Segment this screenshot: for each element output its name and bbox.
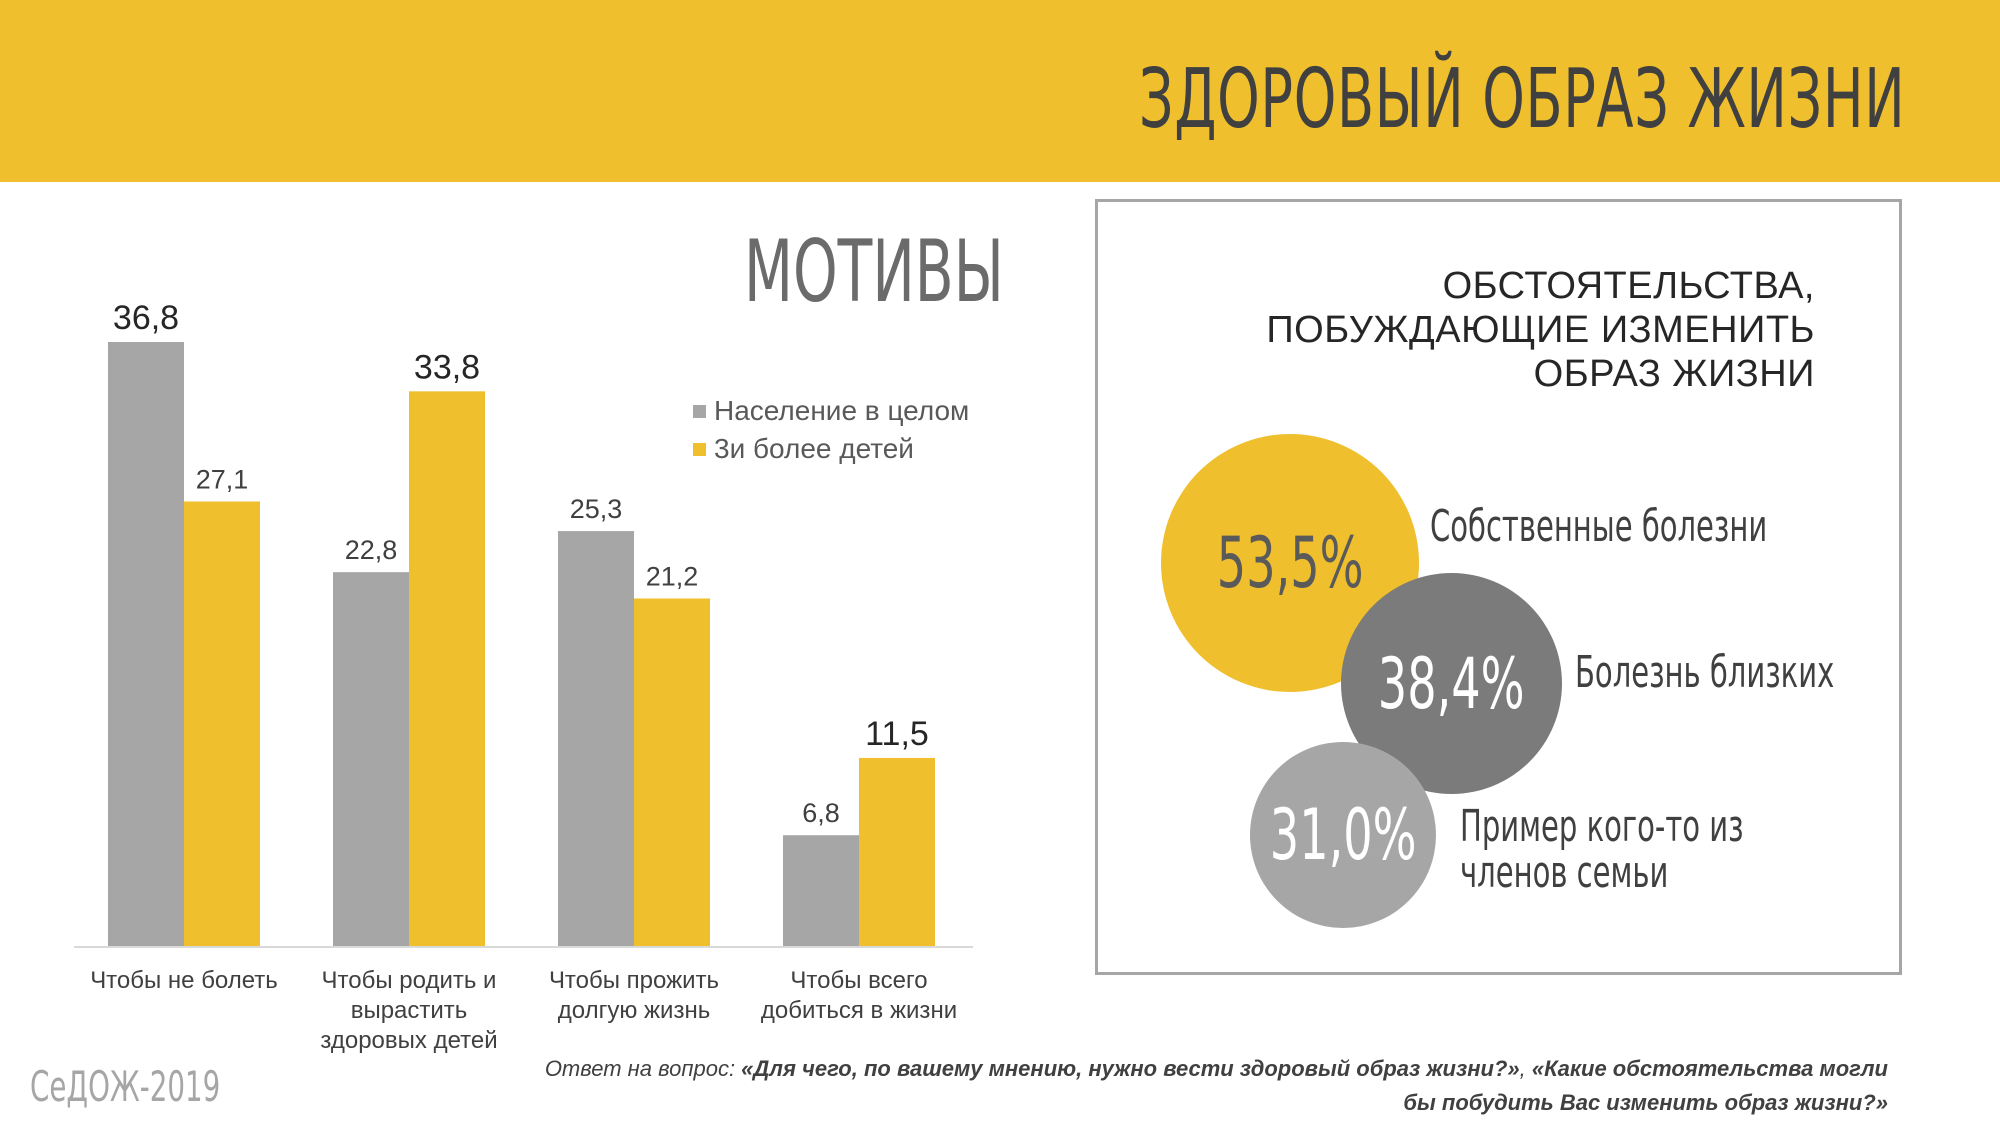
category-tick-label: долгую жизнь xyxy=(558,997,710,1024)
footnote-question-2: «Какие обстоятельства могли xyxy=(1531,1056,1888,1081)
chart-title: МОТИВЫ xyxy=(744,222,1004,322)
bubble-label: Собственные болезни xyxy=(1430,504,1767,550)
bar xyxy=(634,598,710,947)
bar-value-label: 6,8 xyxy=(802,798,840,828)
page-title: ЗДОРОВЫЙ ОБРАЗ ЖИЗНИ xyxy=(1138,52,1905,147)
category-tick-label: Чтобы не болеть xyxy=(90,967,278,994)
legend-swatch-three-children xyxy=(693,442,706,456)
category-tick-label: здоровых детей xyxy=(320,1027,497,1054)
legend-swatch-population xyxy=(693,404,706,418)
bubble-label: Пример кого-то из членов семьи xyxy=(1460,804,1744,896)
bubble-label-line: Болезнь близких xyxy=(1575,647,1835,698)
bar-value-label: 11,5 xyxy=(865,715,929,753)
circumstances-title: ОБСТОЯТЕЛЬСТВА, ПОБУЖДАЮЩИЕ ИЗМЕНИТЬ ОБР… xyxy=(1255,264,1815,396)
bar xyxy=(108,342,184,947)
bar xyxy=(859,757,935,947)
bar-value-label: 21,2 xyxy=(646,561,699,591)
bar-value-label: 36,8 xyxy=(113,299,179,337)
bubble-value: 53,5% xyxy=(1216,522,1364,604)
footnote: Ответ на вопрос: «Для чего, по вашему мн… xyxy=(468,1052,1888,1120)
category-tick-label: Чтобы прожить xyxy=(549,967,719,994)
circumstances-title-line: ОБРАЗ ЖИЗНИ xyxy=(1533,353,1815,395)
motives-bar-chart: 36,8 27,1 Чтобы не болеть 22,8 33,8 Чтобы род… xyxy=(74,299,973,1054)
bar xyxy=(558,531,634,947)
header-banner: ЗДОРОВЫЙ ОБРАЗ ЖИЗНИ xyxy=(0,0,2000,182)
circumstances-panel: ОБСТОЯТЕЛЬСТВА, ПОБУЖДАЮЩИЕ ИЗМЕНИТЬ ОБР… xyxy=(1095,199,1902,975)
bar xyxy=(409,391,485,947)
bubble-value: 38,4% xyxy=(1378,642,1525,725)
legend-item-three-children: 3и более детей xyxy=(693,430,969,468)
bubble-value: 31,0% xyxy=(1269,794,1417,876)
category-tick-label: добиться в жизни xyxy=(761,997,957,1024)
bar-value-label: 27,1 xyxy=(196,464,249,494)
bar-value-label: 25,3 xyxy=(570,494,623,524)
circumstances-title-line: ПОБУЖДАЮЩИЕ ИЗМЕНИТЬ xyxy=(1266,309,1815,351)
bubble-label-line: Собственные болезни xyxy=(1430,501,1768,552)
bubble-label-line: членов семьи xyxy=(1460,847,1669,898)
bar-value-label: 33,8 xyxy=(414,348,480,386)
bar xyxy=(783,835,859,947)
legend-label-population: Население в целом xyxy=(714,395,970,426)
category-tick-label: Чтобы всего xyxy=(790,967,927,994)
bubble-family-example: 31,0% xyxy=(1250,742,1436,928)
source-label: СеДОЖ-2019 xyxy=(30,1062,221,1111)
bar-value-label: 22,8 xyxy=(345,535,398,565)
footnote-separator: , xyxy=(1519,1056,1532,1081)
legend-label-three-children: 3и более детей xyxy=(714,433,914,464)
bubble-label-line: Пример кого-то из xyxy=(1460,801,1744,852)
bar xyxy=(333,572,409,947)
legend-item-population: Население в целом xyxy=(693,392,969,430)
footnote-prefix: Ответ на вопрос: xyxy=(544,1056,742,1081)
circumstances-title-line: ОБСТОЯТЕЛЬСТВА, xyxy=(1442,265,1815,307)
chart-legend: Население в целом 3и более детей xyxy=(693,392,969,468)
bar xyxy=(184,501,260,947)
category-tick-label: вырастить xyxy=(351,997,468,1024)
footnote-question-2-cont: бы побудить Вас изменить образ жизни?» xyxy=(1403,1090,1888,1115)
bubble-label: Болезнь близких xyxy=(1575,650,1834,696)
footnote-question-1: «Для чего, по вашему мнению, нужно вести… xyxy=(741,1056,1520,1081)
category-tick-label: Чтобы родить и xyxy=(322,967,497,994)
